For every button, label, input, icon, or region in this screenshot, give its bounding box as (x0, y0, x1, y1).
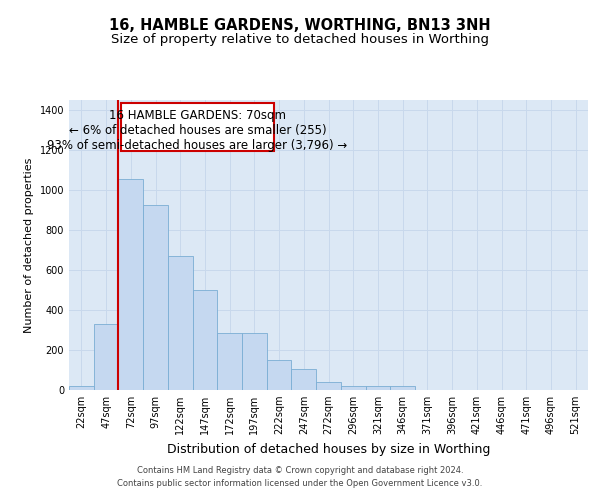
Bar (69, 386, 94, 390)
Text: Contains HM Land Registry data © Crown copyright and database right 2024.
Contai: Contains HM Land Registry data © Crown c… (118, 466, 482, 487)
Text: 16, HAMBLE GARDENS, WORTHING, BN13 3NH: 16, HAMBLE GARDENS, WORTHING, BN13 3NH (109, 18, 491, 32)
FancyBboxPatch shape (121, 103, 274, 151)
Text: 16 HAMBLE GARDENS: 70sqm: 16 HAMBLE GARDENS: 70sqm (109, 109, 286, 122)
Bar (316, 382, 341, 390)
Bar (390, 386, 415, 390)
Bar (217, 333, 242, 390)
Y-axis label: Number of detached properties: Number of detached properties (24, 158, 34, 332)
Text: 93% of semi-detached houses are larger (3,796) →: 93% of semi-detached houses are larger (… (47, 139, 347, 152)
Text: Size of property relative to detached houses in Worthing: Size of property relative to detached ho… (111, 32, 489, 46)
X-axis label: Distribution of detached houses by size in Worthing: Distribution of detached houses by size … (167, 442, 490, 456)
Text: ← 6% of detached houses are smaller (255): ← 6% of detached houses are smaller (255… (69, 124, 326, 137)
Bar (94, 324, 118, 390)
Bar (267, 360, 292, 390)
Bar (292, 370, 316, 390)
Bar (143, 205, 168, 390)
Bar (118, 179, 143, 390)
Bar (193, 290, 217, 390)
Bar (168, 256, 193, 390)
Bar (341, 386, 365, 390)
Bar (242, 333, 267, 390)
Bar (365, 386, 390, 390)
